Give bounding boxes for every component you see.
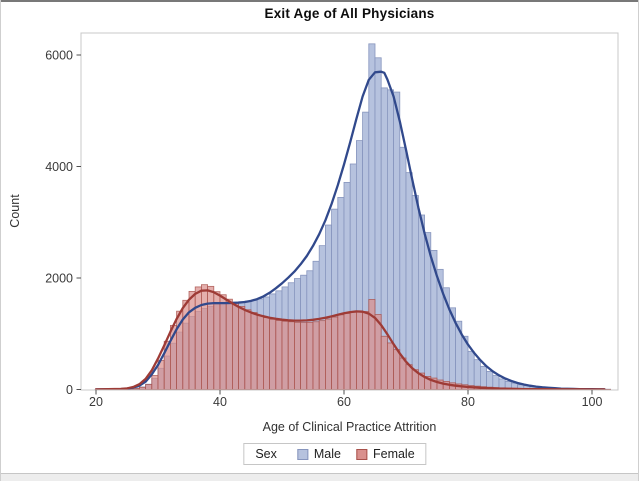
svg-text:100: 100 <box>582 395 603 409</box>
legend-item-male: Male <box>296 447 341 461</box>
svg-text:80: 80 <box>461 395 475 409</box>
legend-label-male: Male <box>313 447 341 461</box>
male-swatch-icon <box>296 448 308 460</box>
svg-text:2000: 2000 <box>45 272 73 286</box>
female-swatch-icon <box>355 448 367 460</box>
plot-frame <box>80 32 619 391</box>
svg-text:60: 60 <box>337 395 351 409</box>
svg-text:0: 0 <box>66 383 73 397</box>
svg-text:40: 40 <box>213 395 227 409</box>
legend-title: Sex <box>255 447 277 461</box>
svg-text:6000: 6000 <box>45 49 73 63</box>
figure-bottom-border <box>1 473 638 481</box>
male-density-curve <box>94 70 606 391</box>
legend-label-female: Female <box>372 447 415 461</box>
legend-box: Sex Male Female <box>243 443 427 465</box>
female-density-curve <box>94 289 606 391</box>
svg-text:4000: 4000 <box>45 160 73 174</box>
x-axis-label: Age of Clinical Practice Attrition <box>262 420 437 434</box>
legend-item-female: Female <box>355 447 415 461</box>
axis-ticks: 20 40 60 80 100 0 2000 4000 6000 <box>45 49 602 410</box>
svg-text:20: 20 <box>89 395 103 409</box>
chart-title: Exit Age of All Physicians <box>264 6 435 21</box>
figure-top-border <box>1 0 638 2</box>
